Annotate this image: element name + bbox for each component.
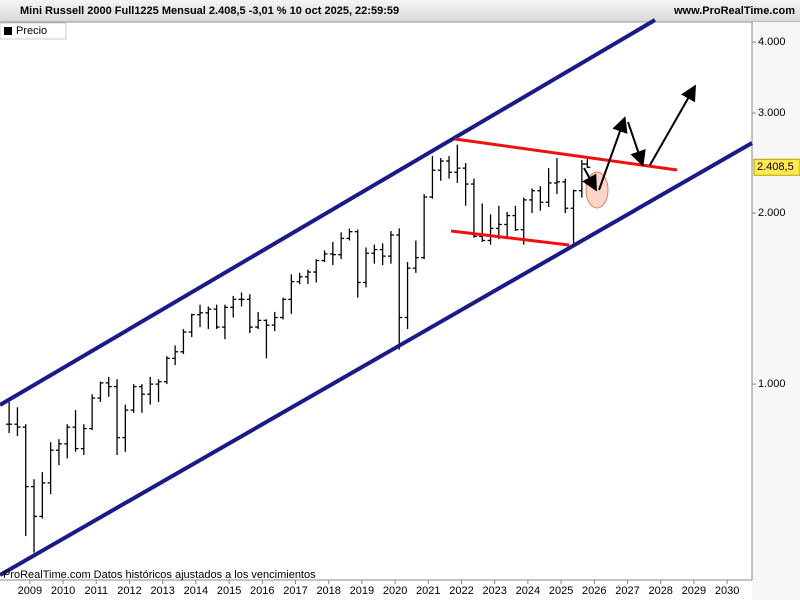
x-tick-label: 2017 — [283, 585, 307, 597]
x-tick-label: 2014 — [184, 585, 208, 597]
arrow — [649, 84, 696, 166]
x-tick-label: 2027 — [615, 585, 639, 597]
trend-lines — [0, 18, 753, 577]
x-tick-label: 2013 — [150, 585, 174, 597]
x-tick-label: 2015 — [217, 585, 241, 597]
legend-swatch — [4, 27, 12, 35]
x-tick-label: 2028 — [648, 585, 672, 597]
y-tick-label: 4.000 — [758, 36, 786, 48]
footer: ProRealTime.com Datos históricos ajustad… — [3, 569, 316, 581]
legend — [0, 22, 67, 40]
x-tick-label: 2019 — [350, 585, 374, 597]
last-price-label: 2.408,5 — [757, 161, 794, 173]
y-axis-bg — [752, 22, 800, 600]
x-tick-label: 2010 — [51, 585, 75, 597]
last-price-box — [753, 158, 800, 176]
x-tick-label: 2023 — [482, 585, 506, 597]
header-bar — [0, 0, 800, 22]
legend-label: Precio — [16, 25, 47, 37]
wedge-upper — [454, 137, 678, 172]
arrow — [582, 167, 597, 192]
channel-lower — [0, 141, 753, 577]
x-tick-label: 2016 — [250, 585, 274, 597]
source: www.ProRealTime.com — [673, 5, 795, 17]
channel-upper — [0, 18, 657, 407]
x-tick-label: 2021 — [416, 585, 440, 597]
arrow — [598, 116, 628, 191]
chart-title: Mini Russell 2000 Full1225 Mensual 2.408… — [20, 5, 399, 17]
x-tick-label: 2012 — [117, 585, 141, 597]
y-tick-label: 1.000 — [758, 378, 786, 390]
x-tick-label: 2011 — [84, 585, 108, 597]
x-tick-label: 2030 — [715, 585, 739, 597]
y-tick-label: 2.000 — [758, 207, 786, 219]
x-tick-label: 2029 — [682, 585, 706, 597]
y-tick-label: 3.000 — [758, 107, 786, 119]
price-bars — [6, 144, 591, 553]
x-tick-label: 2024 — [516, 585, 540, 597]
x-tick-label: 2026 — [582, 585, 606, 597]
wedge-lower — [450, 229, 570, 247]
x-tick-label: 2025 — [549, 585, 573, 597]
arrow — [627, 121, 646, 167]
x-tick-label: 2022 — [449, 585, 473, 597]
x-tick-label: 2009 — [18, 585, 42, 597]
x-tick-label: 2020 — [383, 585, 407, 597]
x-tick-label: 2018 — [316, 585, 340, 597]
